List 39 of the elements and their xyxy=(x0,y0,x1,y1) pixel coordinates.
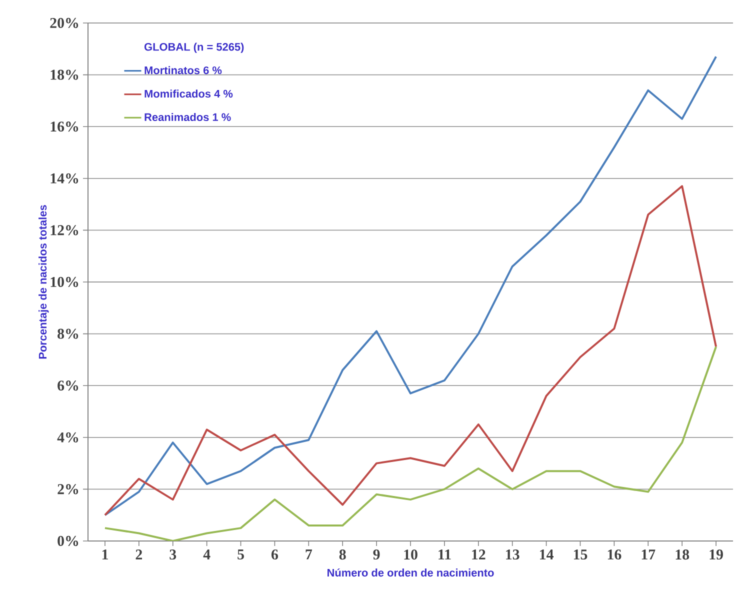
x-tick-label: 9 xyxy=(373,550,380,560)
x-tick-label: 6 xyxy=(271,550,278,560)
x-tick-label: 4 xyxy=(203,550,210,560)
y-tick-label: 10% xyxy=(50,276,78,288)
x-tick-label: 11 xyxy=(438,550,451,560)
x-tick-label: 17 xyxy=(642,550,656,560)
y-tick-label: 0% xyxy=(58,536,78,546)
y-tick-label: 14% xyxy=(50,173,78,184)
legend-label: Mortinatos 6 % xyxy=(144,66,222,74)
y-tick-label: 16% xyxy=(50,122,78,132)
y-tick-label: 6% xyxy=(58,380,78,391)
legend-label: Reanimados 1 % xyxy=(144,112,231,122)
x-tick-label: 2 xyxy=(136,550,142,560)
x-tick-label: 7 xyxy=(306,550,312,560)
line-series xyxy=(104,346,718,541)
legend-label: Momificados 4 % xyxy=(144,90,233,98)
x-tick-label: 12 xyxy=(472,550,486,560)
legend-title: GLOBAL (n = 5265) xyxy=(144,42,244,53)
x-tick-label: 16 xyxy=(608,550,622,560)
y-tick-label: 4% xyxy=(57,432,78,442)
x-tick-label: 8 xyxy=(339,550,346,560)
y-tick-label: 18% xyxy=(50,70,78,80)
x-tick-label: 10 xyxy=(404,550,418,560)
y-axis-title: Porcentaje de nacidos totales xyxy=(38,205,49,359)
x-tick-label: 15 xyxy=(574,550,588,560)
x-tick-label: 18 xyxy=(676,550,690,560)
y-tick-label: 8% xyxy=(58,328,78,339)
y-tick-label: 20% xyxy=(50,18,78,28)
x-tick-label: 13 xyxy=(506,550,520,560)
x-axis-title: Número de orden de nacimiento xyxy=(328,568,494,577)
line-series xyxy=(104,56,718,516)
line-series xyxy=(104,185,718,516)
x-tick-label: 1 xyxy=(102,550,108,560)
x-tick-label: 3 xyxy=(170,550,176,560)
x-tick-label: 5 xyxy=(238,550,244,560)
y-tick-label: 2% xyxy=(58,484,78,494)
y-tick-label: 12% xyxy=(50,225,78,236)
x-tick-label: 19 xyxy=(710,550,723,560)
x-tick-label: 14 xyxy=(540,550,554,560)
